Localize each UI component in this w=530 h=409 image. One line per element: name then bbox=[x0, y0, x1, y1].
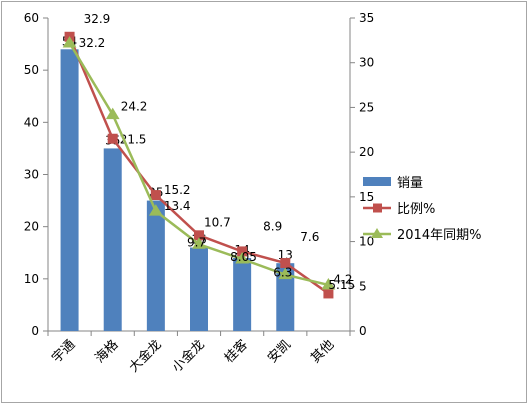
bar bbox=[276, 263, 295, 331]
triangle-marker bbox=[148, 204, 163, 216]
line-data-label: 32.2 bbox=[79, 36, 106, 50]
line-data-label: 4.2 bbox=[333, 272, 352, 286]
square-marker bbox=[107, 133, 118, 144]
triangle-marker bbox=[235, 252, 250, 264]
category-label: 大金龙 bbox=[126, 337, 165, 376]
line-data-label: 6.3 bbox=[273, 266, 292, 280]
left-tick-label: 60 bbox=[24, 11, 39, 25]
category-label: 桂客 bbox=[221, 337, 251, 367]
bar bbox=[103, 148, 122, 331]
bar bbox=[60, 49, 79, 332]
left-tick-label: 40 bbox=[24, 115, 39, 129]
category-label: 海格 bbox=[92, 337, 122, 367]
legend-label: 2014年同期% bbox=[397, 228, 481, 243]
category-label: 小金龙 bbox=[169, 337, 208, 376]
square-marker bbox=[150, 190, 161, 201]
legend-label: 比例% bbox=[397, 202, 435, 217]
line-data-label: 15.2 bbox=[164, 183, 191, 197]
legend-swatch-2014-marker bbox=[371, 228, 383, 238]
triangle-marker bbox=[321, 277, 336, 290]
line-data-label: 5.15 bbox=[328, 278, 355, 292]
left-tick-label: 10 bbox=[24, 272, 39, 286]
triangle-marker bbox=[192, 237, 206, 249]
right-tick-label: 30 bbox=[359, 56, 374, 70]
right-tick-label: 20 bbox=[359, 145, 374, 159]
chart-frame: 0 10 20 30 40 50 60 0 5 10 15 20 25 30 35 宇通 海格 大金龙 小金龙 桂客安… bbox=[1, 1, 527, 403]
bar bbox=[190, 247, 208, 331]
triangle-marker bbox=[105, 107, 120, 120]
bar bbox=[233, 257, 252, 331]
triangle-marker bbox=[62, 36, 77, 48]
line-data-label: 8.9 bbox=[263, 219, 282, 233]
category-label: 宇通 bbox=[49, 337, 78, 366]
combo-chart: 0 10 20 30 40 50 60 0 5 10 15 20 25 30 35 宇通 海格 大金龙 小金龙 桂客安… bbox=[24, 11, 482, 376]
right-tick-label: 25 bbox=[359, 100, 374, 114]
right-tick-label: 15 bbox=[359, 190, 374, 204]
line-data-label: 9.7 bbox=[187, 235, 206, 249]
legend-swatch-bar bbox=[363, 177, 391, 186]
line-data-label: 7.6 bbox=[300, 230, 319, 244]
right-tick-label: 10 bbox=[359, 235, 374, 249]
line-data-label: 32.9 bbox=[84, 12, 111, 26]
line-data-label: 8.05 bbox=[230, 250, 257, 264]
bar bbox=[146, 200, 165, 331]
right-tick-label: 0 bbox=[359, 324, 367, 338]
line-data-label: 10.7 bbox=[204, 215, 231, 229]
square-marker bbox=[280, 258, 291, 269]
left-tick-label: 20 bbox=[24, 220, 39, 234]
legend-swatch-ratio-marker bbox=[373, 203, 382, 213]
legend-label: 销量 bbox=[397, 176, 423, 191]
triangle-marker bbox=[278, 267, 293, 280]
left-tick-label: 50 bbox=[24, 63, 39, 77]
right-tick-label: 35 bbox=[359, 11, 374, 25]
category-label: 安凯 bbox=[265, 337, 294, 366]
left-tick-label: 0 bbox=[31, 324, 39, 338]
left-tick-label: 30 bbox=[24, 168, 39, 182]
category-label: 其他 bbox=[308, 337, 337, 366]
right-tick-label: 5 bbox=[359, 279, 367, 293]
line-data-label: 13.4 bbox=[164, 199, 191, 213]
line-data-label: 24.2 bbox=[121, 100, 148, 114]
